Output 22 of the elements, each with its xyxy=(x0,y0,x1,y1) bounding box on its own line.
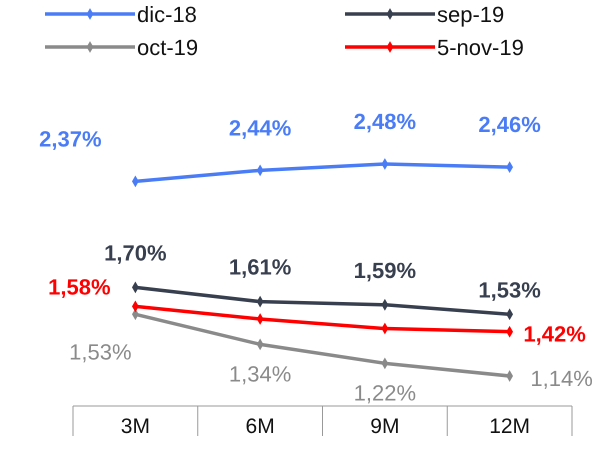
data-label: 1,61% xyxy=(228,254,292,280)
x-tick-label: 12M xyxy=(489,415,530,438)
legend-label: 5-nov-19 xyxy=(437,35,524,60)
data-label: 1,53% xyxy=(478,277,541,302)
data-label: 1,59% xyxy=(354,258,416,283)
legend-label: sep-19 xyxy=(437,2,504,27)
x-tick-label: 9M xyxy=(370,415,400,438)
data-label: 1,22% xyxy=(354,380,416,406)
data-label: 1,34% xyxy=(228,361,292,386)
data-label: 2,37% xyxy=(39,126,102,152)
data-label: 1,14% xyxy=(530,366,593,391)
data-label: 1,58% xyxy=(48,274,111,300)
x-tick-label: 3M xyxy=(120,415,150,438)
data-label: 1,42% xyxy=(523,322,586,347)
data-label: 1,70% xyxy=(104,240,167,266)
data-label: 2,44% xyxy=(228,115,292,140)
legend-label: oct-19 xyxy=(137,35,198,60)
data-label: 2,46% xyxy=(478,112,541,138)
x-tick-label: 6M xyxy=(246,415,275,438)
data-label: 1,53% xyxy=(69,339,132,364)
data-label: 2,48% xyxy=(354,109,416,134)
legend-label: dic-18 xyxy=(137,2,197,27)
